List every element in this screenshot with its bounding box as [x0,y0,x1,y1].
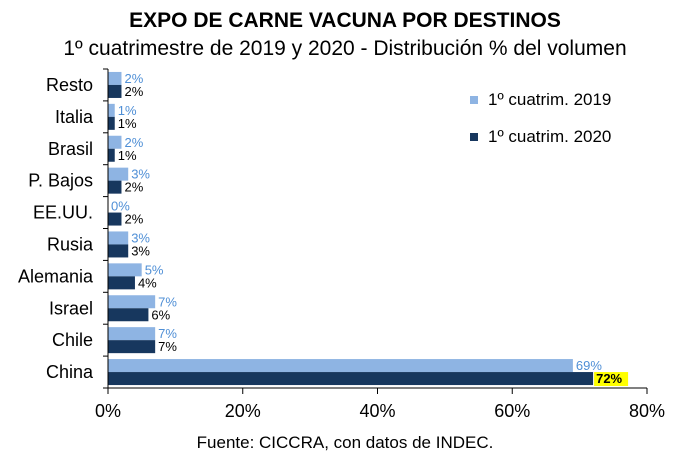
bar-2020-rusia [108,244,129,258]
data-label-2019-italia: 1% [118,103,137,118]
data-label-2020-israel: 6% [151,307,170,322]
legend-label-2020: 1º cuatrim. 2020 [488,127,612,146]
bar-2019-rusia [108,231,129,245]
legend-swatch-2019 [470,96,478,104]
legend-item-2019: 1º cuatrim. 2019 [470,90,611,110]
data-label-2019-china: 69% [576,358,602,373]
data-label-2020-resto: 2% [124,84,143,99]
legend-swatch-2020 [470,133,478,141]
bar-2020-alemania [108,276,135,290]
x-tick-label: 80% [629,401,665,421]
data-label-2020-rusia: 3% [131,243,150,258]
bar-2020-ee-uu [108,212,122,226]
bar-2019-italia [108,103,115,117]
x-tick-label: 60% [494,401,530,421]
data-label-2019-resto: 2% [124,71,143,86]
category-label-resto: Resto [46,75,93,95]
data-label-2020-italia: 1% [118,116,137,131]
bar-2019-china [108,359,573,373]
data-label-2019-rusia: 3% [131,230,150,245]
bar-2020-brasil [108,148,115,162]
category-label-italia: Italia [55,107,94,127]
bar-2019-alemania [108,263,142,277]
source-note: Fuente: CICCRA, con datos de INDEC. [196,433,494,452]
data-label-2019-p-bajos: 3% [131,167,150,182]
legend-item-2020: 1º cuatrim. 2020 [470,127,611,147]
data-label-2019-alemania: 5% [145,262,164,277]
data-label-2020-ee-uu: 2% [124,212,143,227]
category-label-chile: Chile [52,330,93,350]
category-label-brasil: Brasil [48,139,93,159]
category-label-israel: Israel [49,298,93,318]
bar-2019-p-bajos [108,167,129,181]
data-label-2019-brasil: 2% [124,135,143,150]
bar-2020-resto [108,84,122,98]
category-label-china: China [46,362,94,382]
data-label-2020-chile: 7% [158,339,177,354]
chart-title: EXPO DE CARNE VACUNA POR DESTINOS [129,9,561,32]
data-label-2020-p-bajos: 2% [124,180,143,195]
bar-2020-p-bajos [108,180,122,194]
category-label-rusia: Rusia [47,234,94,254]
bar-2019-chile [108,327,156,341]
x-tick-label: 40% [359,401,395,421]
data-label-2019-chile: 7% [158,326,177,341]
bar-2020-italia [108,116,115,130]
x-tick-label: 20% [225,401,261,421]
category-label-alemania: Alemania [18,266,94,286]
category-label-p-bajos: P. Bajos [28,171,93,191]
legend-label-2019: 1º cuatrim. 2019 [488,90,612,109]
data-label-2019-israel: 7% [158,294,177,309]
highlight-marker-china [594,372,629,387]
data-label-2020-brasil: 1% [118,148,137,163]
bar-2020-china [108,372,594,386]
x-tick-label: 0% [95,401,121,421]
bar-2020-israel [108,308,149,322]
category-label-ee-uu: EE.UU. [33,203,93,223]
data-label-2019-ee-uu: 0% [111,199,130,214]
data-label-2020-china: 72% [596,371,622,386]
bar-2019-brasil [108,135,122,149]
bar-2019-israel [108,295,156,309]
chart-subtitle: 1º cuatrimestre de 2019 y 2020 - Distrib… [63,37,627,60]
bar-2020-chile [108,340,156,354]
bar-2019-resto [108,71,122,85]
data-label-2020-alemania: 4% [138,275,157,290]
